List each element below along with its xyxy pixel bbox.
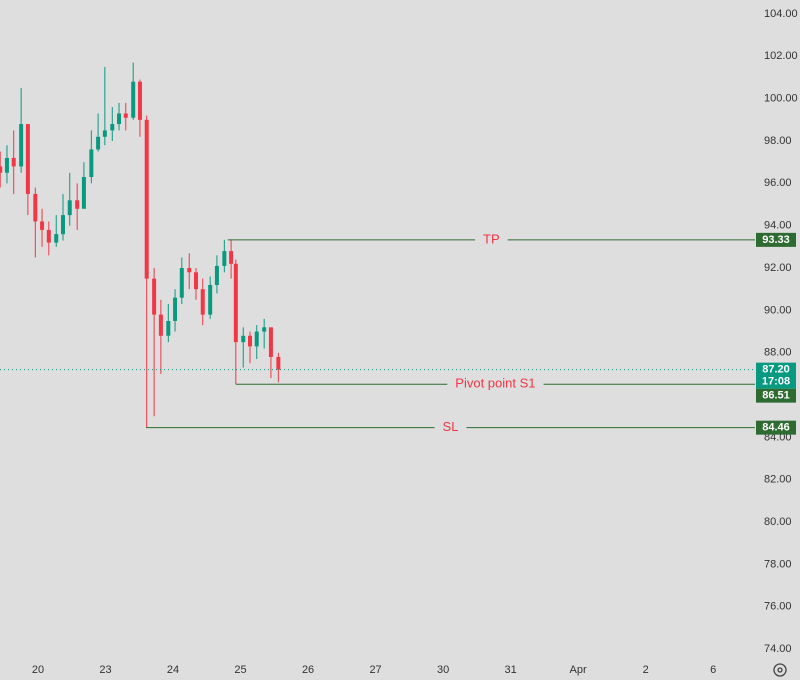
candle-body bbox=[222, 251, 227, 266]
level-tag-bg bbox=[756, 420, 796, 435]
candle-body bbox=[241, 335, 246, 343]
level-label-bg bbox=[475, 231, 508, 248]
candle-body bbox=[248, 335, 253, 347]
candle-body bbox=[137, 81, 142, 120]
candle-body bbox=[81, 176, 86, 209]
candle-body bbox=[214, 265, 219, 285]
level-label: SL bbox=[443, 419, 459, 434]
candle-body bbox=[4, 157, 9, 173]
candle-body bbox=[193, 272, 198, 290]
level-label: TP bbox=[483, 231, 500, 246]
x-tick-label: 23 bbox=[99, 664, 111, 676]
candle-body bbox=[187, 268, 192, 273]
candle-body bbox=[229, 251, 234, 264]
y-tick-label: 98.00 bbox=[764, 135, 792, 147]
y-tick-label: 88.00 bbox=[764, 347, 792, 359]
level-label-bg bbox=[447, 376, 544, 393]
candle-body bbox=[54, 234, 59, 243]
candle-body bbox=[67, 200, 72, 216]
y-tick-label: 96.00 bbox=[764, 177, 792, 189]
y-tick-label: 100.00 bbox=[764, 93, 798, 105]
x-tick-label: Apr bbox=[570, 664, 587, 676]
x-tick-label: 26 bbox=[302, 664, 314, 676]
level-label-bg bbox=[434, 419, 467, 436]
candle-body bbox=[25, 124, 30, 194]
candle-body bbox=[276, 356, 281, 370]
candle-body bbox=[46, 229, 51, 243]
candle-body bbox=[40, 221, 45, 230]
y-tick-label: 82.00 bbox=[764, 474, 792, 486]
candle-body bbox=[268, 327, 273, 357]
y-tick-label: 74.00 bbox=[764, 643, 792, 655]
level-tag-bg bbox=[756, 232, 796, 247]
candle-body bbox=[208, 284, 213, 315]
y-tick-label: 90.00 bbox=[764, 304, 792, 316]
y-tick-label: 104.00 bbox=[764, 8, 798, 20]
x-tick-label: 2 bbox=[643, 664, 649, 676]
candle-body bbox=[60, 215, 65, 235]
last-price-tag: 87.20 bbox=[762, 364, 790, 376]
candle-body bbox=[131, 81, 136, 118]
candle-body bbox=[179, 268, 184, 298]
candle-body bbox=[262, 327, 267, 332]
candle-body bbox=[152, 278, 157, 315]
level-tag: 84.46 bbox=[762, 422, 790, 434]
level-label: Pivot point S1 bbox=[455, 376, 535, 391]
y-tick-label: 78.00 bbox=[764, 558, 792, 570]
candle-body bbox=[33, 193, 38, 222]
level-tag: 93.33 bbox=[762, 234, 790, 246]
candle-body bbox=[96, 136, 101, 150]
x-tick-label: 27 bbox=[369, 664, 381, 676]
y-tick-label: 76.00 bbox=[764, 601, 792, 613]
countdown: 17:08 bbox=[762, 376, 790, 388]
x-tick-label: 20 bbox=[32, 664, 44, 676]
last-price-tag-bg bbox=[756, 362, 796, 389]
level-tag: 86.51 bbox=[762, 390, 790, 402]
candle-body bbox=[233, 263, 238, 343]
gear-hub bbox=[777, 667, 783, 673]
candle-body bbox=[89, 149, 94, 177]
level-tag-bg bbox=[756, 388, 796, 403]
x-tick-label: 31 bbox=[504, 664, 516, 676]
x-tick-label: 24 bbox=[167, 664, 179, 676]
candle-body bbox=[110, 124, 115, 131]
candle-body bbox=[200, 289, 205, 315]
x-tick-label: 25 bbox=[234, 664, 246, 676]
candle-body bbox=[144, 119, 149, 279]
candle-body bbox=[166, 320, 171, 336]
candle-body bbox=[19, 124, 24, 167]
y-tick-label: 102.00 bbox=[764, 50, 798, 62]
gear bbox=[773, 663, 787, 677]
candle-body bbox=[173, 297, 178, 321]
candle-body bbox=[117, 113, 122, 125]
y-tick-label: 94.00 bbox=[764, 220, 792, 232]
candle-body bbox=[102, 130, 107, 137]
y-tick-label: 92.00 bbox=[764, 262, 792, 274]
candle-body bbox=[254, 331, 259, 347]
candle-body bbox=[75, 200, 80, 209]
x-tick-label: 30 bbox=[437, 664, 449, 676]
candle-body bbox=[158, 314, 163, 336]
settings-icon[interactable] bbox=[773, 663, 787, 677]
candle-body bbox=[11, 157, 16, 167]
y-tick-label: 80.00 bbox=[764, 516, 792, 528]
candle-body bbox=[123, 113, 128, 118]
x-tick-label: 6 bbox=[710, 664, 716, 676]
candle-body bbox=[0, 166, 3, 173]
